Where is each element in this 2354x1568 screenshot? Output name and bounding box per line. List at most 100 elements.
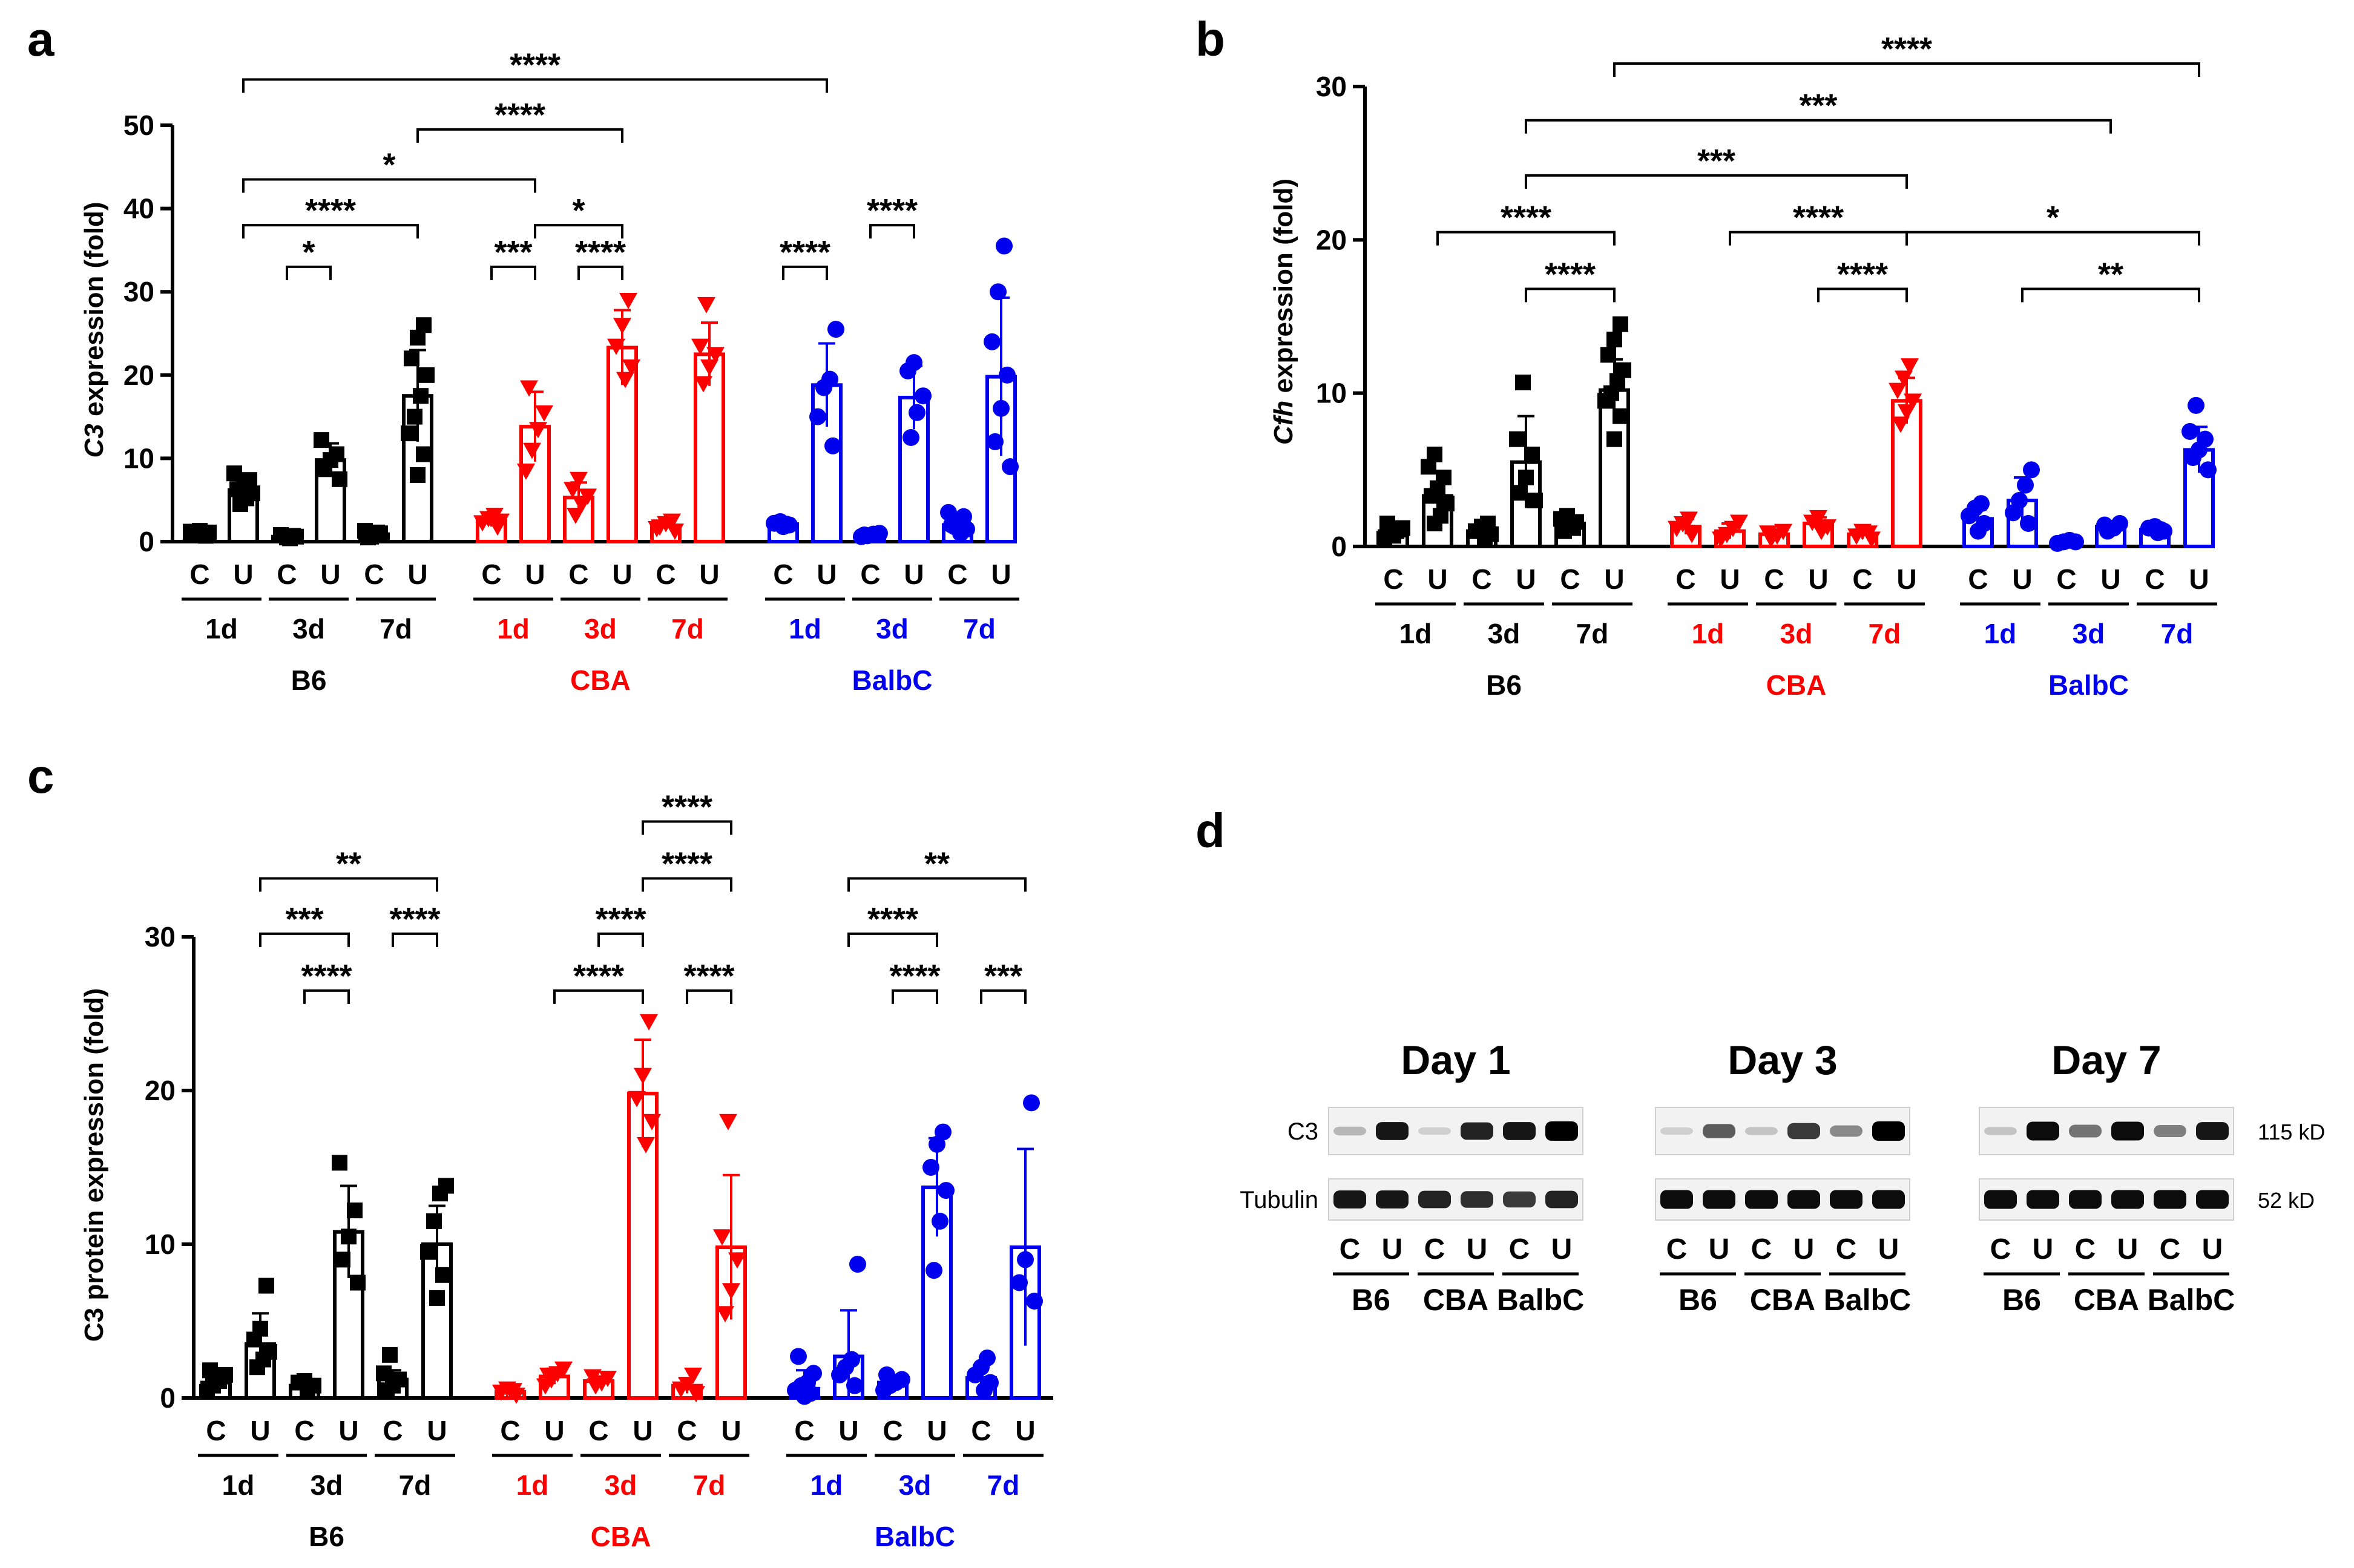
- bar-group-B6-3d-U: [314, 432, 347, 543]
- data-point: [846, 1377, 863, 1394]
- bar-group-BalbC-3d-C: [875, 1366, 910, 1400]
- significance-stars: ****: [305, 192, 356, 229]
- condition-label: U: [320, 559, 340, 590]
- data-point: [407, 408, 422, 425]
- condition-label: C: [1675, 563, 1695, 595]
- lane-condition-label: C: [2160, 1233, 2181, 1265]
- data-point: [438, 1178, 454, 1194]
- data-point: [350, 1274, 366, 1291]
- data-point: [520, 380, 538, 397]
- bar-group-B6-1d-U: [226, 465, 260, 543]
- blot-band: [1376, 1122, 1409, 1140]
- data-point: [1436, 470, 1452, 485]
- data-point: [827, 321, 844, 338]
- strain-label: B6: [309, 1521, 344, 1552]
- data-point: [1480, 516, 1496, 531]
- day-label: 7d: [2161, 618, 2194, 649]
- day-label: 3d: [311, 1469, 343, 1501]
- significance-bracket: ***: [1525, 88, 2112, 134]
- condition-label: C: [189, 559, 209, 590]
- blot-band: [1830, 1190, 1862, 1209]
- data-point: [691, 338, 709, 355]
- significance-stars: ****: [683, 958, 734, 994]
- bar-group-CBA-3d-C: [583, 1369, 617, 1400]
- significance-stars: ****: [573, 958, 624, 994]
- lane-condition-label: U: [1793, 1233, 1815, 1265]
- data-point: [906, 354, 922, 372]
- significance-bracket: ****: [847, 901, 938, 947]
- data-point: [1818, 519, 1836, 536]
- bar-group-B6-1d-U: [245, 1278, 277, 1400]
- blot-band: [1333, 1126, 1366, 1136]
- condition-label: C: [1968, 563, 1988, 595]
- data-point: [401, 425, 416, 442]
- day-label: 7d: [987, 1469, 1020, 1501]
- blot-band: [1660, 1127, 1693, 1135]
- condition-label: U: [1516, 563, 1536, 595]
- blot-band: [1503, 1122, 1536, 1140]
- condition-label: C: [1764, 563, 1784, 595]
- significance-bracket: *: [286, 234, 332, 280]
- bracket-line: [642, 820, 732, 835]
- data-point: [1392, 522, 1407, 538]
- bar-group-CBA-1d-U: [536, 1361, 573, 1400]
- blot-row-label: Tubulin: [1240, 1187, 1318, 1213]
- day-label: 3d: [584, 613, 617, 645]
- significance-bracket: ****: [575, 234, 626, 280]
- blot-band: [2069, 1124, 2102, 1138]
- data-point: [2197, 430, 2214, 448]
- day-label: 1d: [497, 613, 530, 645]
- condition-label: U: [1896, 563, 1916, 595]
- data-point: [628, 1091, 646, 1107]
- lane-strain-label: B6: [1352, 1283, 1390, 1317]
- bar-group-BalbC-3d-C: [2049, 531, 2084, 552]
- bar-group-CBA-1d-C: [473, 507, 510, 543]
- bar-group-BalbC-7d-C: [2139, 518, 2172, 549]
- blot-band: [1545, 1121, 1578, 1141]
- condition-label: U: [2012, 563, 2032, 595]
- data-point: [2017, 476, 2034, 494]
- condition-label: C: [568, 559, 588, 590]
- significance-bracket: ****: [1525, 256, 1616, 303]
- data-point: [426, 1213, 442, 1229]
- condition-label: U: [233, 559, 253, 590]
- bar-group-B6-3d-U: [1509, 374, 1543, 549]
- bar-group-B6-7d-C: [376, 1347, 409, 1400]
- bracket-line: [1525, 174, 1908, 189]
- data-point: [314, 432, 329, 448]
- data-point: [1613, 408, 1628, 424]
- data-point: [684, 1367, 702, 1384]
- panel-b-y-axis-label: Cfh expression (fold): [1269, 179, 1298, 445]
- significance-stars: ****: [1881, 31, 1932, 67]
- blot-band: [1984, 1127, 2017, 1135]
- day-label: 1d: [222, 1469, 255, 1501]
- data-point: [979, 1349, 996, 1366]
- data-point: [564, 482, 582, 499]
- bracket-line: [242, 178, 536, 193]
- data-point: [1026, 1292, 1043, 1310]
- data-point: [809, 408, 826, 425]
- data-point: [915, 387, 932, 405]
- data-point: [700, 359, 718, 376]
- condition-label: C: [773, 559, 793, 590]
- data-point: [1892, 416, 1910, 433]
- bar-group-CBA-1d-C: [492, 1381, 526, 1404]
- data-point: [382, 1347, 398, 1363]
- data-point: [1023, 1094, 1040, 1112]
- data-point: [932, 1212, 949, 1230]
- data-point: [332, 1155, 347, 1171]
- data-point: [1759, 525, 1777, 542]
- blot-band: [1787, 1190, 1820, 1209]
- data-point: [821, 370, 838, 388]
- bar-group-CBA-7d-U: [713, 1114, 747, 1400]
- bar-group-B6-3d-C: [289, 1373, 321, 1400]
- data-point: [416, 317, 432, 333]
- blot-band: [1503, 1191, 1536, 1208]
- y-tick-label: 0: [160, 1382, 176, 1414]
- data-point: [252, 1320, 268, 1337]
- y-tick-label: 30: [1316, 71, 1347, 102]
- bracket-line: [416, 128, 623, 143]
- strain-label: CBA: [591, 1521, 651, 1552]
- panel-a-y-axis-label: C3 expression (fold): [79, 202, 109, 458]
- day-label: 1d: [789, 613, 821, 645]
